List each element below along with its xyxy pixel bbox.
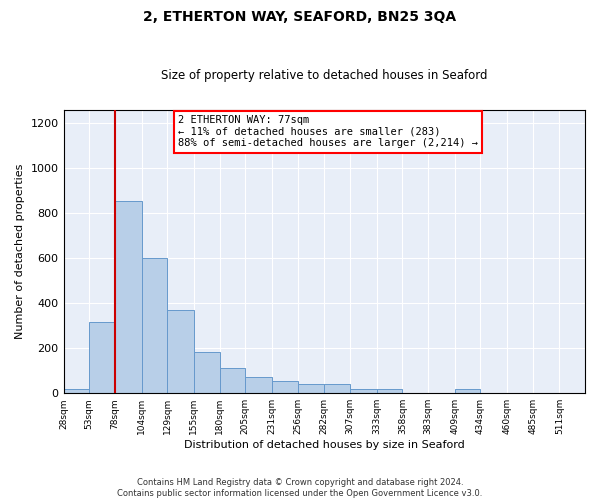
Bar — [64, 388, 89, 393]
Title: Size of property relative to detached houses in Seaford: Size of property relative to detached ho… — [161, 69, 488, 82]
Bar — [245, 378, 272, 393]
Bar — [350, 388, 377, 393]
Bar — [455, 388, 480, 393]
Bar — [142, 258, 167, 393]
Text: 2, ETHERTON WAY, SEAFORD, BN25 3QA: 2, ETHERTON WAY, SEAFORD, BN25 3QA — [143, 10, 457, 24]
Bar — [377, 388, 402, 393]
Bar — [194, 352, 220, 393]
Y-axis label: Number of detached properties: Number of detached properties — [15, 164, 25, 339]
Text: 2 ETHERTON WAY: 77sqm
← 11% of detached houses are smaller (283)
88% of semi-det: 2 ETHERTON WAY: 77sqm ← 11% of detached … — [178, 115, 478, 148]
Bar — [89, 322, 115, 393]
Bar — [115, 200, 142, 393]
Text: Contains HM Land Registry data © Crown copyright and database right 2024.
Contai: Contains HM Land Registry data © Crown c… — [118, 478, 482, 498]
Bar — [272, 381, 298, 393]
Bar — [298, 384, 324, 393]
Bar — [324, 384, 350, 393]
Bar — [220, 368, 245, 393]
Bar — [167, 310, 194, 393]
X-axis label: Distribution of detached houses by size in Seaford: Distribution of detached houses by size … — [184, 440, 464, 450]
